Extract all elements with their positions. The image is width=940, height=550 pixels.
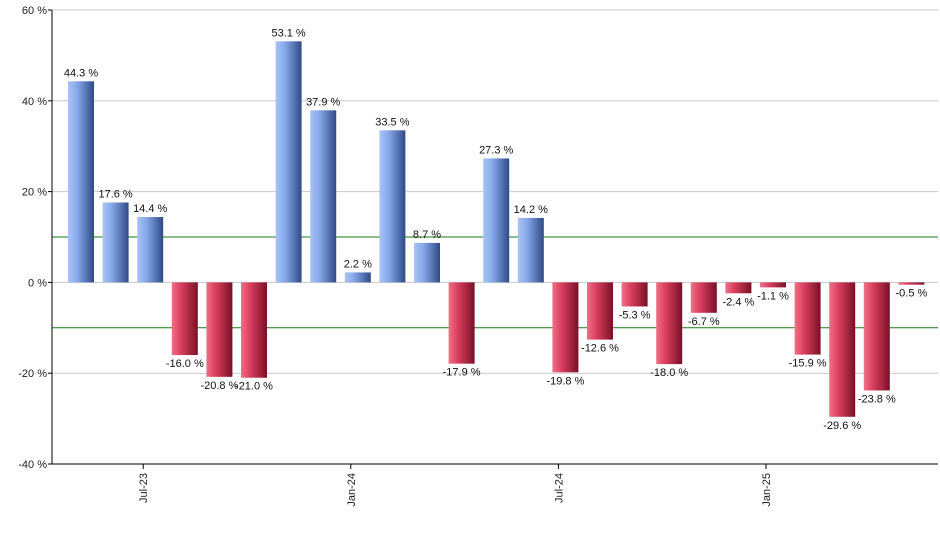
y-tick-label: 20 %	[22, 187, 47, 199]
bar	[414, 242, 440, 283]
data-label: -29.6 %	[823, 420, 861, 432]
bar	[517, 217, 544, 283]
bar	[241, 282, 267, 378]
bar	[552, 282, 579, 373]
bar	[448, 282, 475, 364]
data-label: 14.4 %	[133, 203, 167, 215]
bar	[206, 282, 233, 377]
data-label: -2.4 %	[723, 296, 755, 308]
bar	[587, 282, 613, 340]
data-label: -15.9 %	[789, 358, 827, 370]
data-label: -20.8 %	[200, 380, 238, 392]
data-label: -0.5 %	[896, 288, 928, 300]
data-label: -12.6 %	[581, 343, 619, 355]
bar	[725, 282, 752, 294]
data-label: -16.0 %	[166, 358, 204, 370]
bar	[863, 282, 890, 391]
bar	[379, 130, 406, 283]
data-label: -6.7 %	[688, 316, 720, 328]
data-label: -5.3 %	[619, 309, 651, 321]
data-label: 33.5 %	[375, 116, 409, 128]
bar	[690, 282, 717, 313]
y-tick-label: 60 %	[22, 5, 47, 17]
x-tick-label: Jul-23	[138, 473, 150, 503]
bar	[102, 202, 129, 283]
bar	[760, 282, 786, 288]
bar	[275, 41, 302, 283]
data-label: -17.9 %	[443, 367, 481, 379]
bars	[68, 41, 925, 417]
y-tick-label: -40 %	[18, 459, 47, 471]
bar	[310, 110, 337, 283]
bar	[829, 282, 856, 417]
bar	[483, 158, 510, 283]
x-tick-label: Jan-24	[346, 473, 358, 507]
bar	[68, 81, 94, 283]
bar	[171, 282, 198, 356]
data-labels: 44.3 % 17.6 %14.4 % -16.0 % -20.8 %-21.0 % 5…	[64, 27, 928, 431]
bar	[137, 217, 164, 283]
bar	[656, 282, 683, 365]
data-label: 2.2 %	[344, 258, 372, 270]
y-tick-label: 0 %	[28, 277, 47, 289]
data-label: -19.8 %	[546, 375, 584, 387]
bar	[898, 282, 925, 285]
y-tick-label: -20 %	[18, 368, 47, 380]
data-label: 53.1 %	[271, 27, 305, 39]
bar	[621, 282, 648, 307]
data-label: -18.0 %	[650, 367, 688, 379]
x-tick-label: Jul-24	[553, 473, 565, 503]
data-label: 37.9 %	[306, 96, 340, 108]
bar	[794, 282, 821, 355]
data-label: -23.8 %	[858, 393, 896, 405]
data-label: 8.7 %	[413, 229, 441, 241]
data-label: -21.0 %	[235, 381, 273, 393]
data-label: 14.2 %	[514, 204, 548, 216]
axes: -40 % -20 % 0 % 20 % 40 % 60 % Jul-23 Jan-24 Jul…	[18, 5, 938, 507]
data-label: 44.3 %	[64, 67, 98, 79]
data-label: 17.6 %	[98, 188, 132, 200]
data-label: -1.1 %	[757, 290, 789, 302]
x-tick-label: Jan-25	[761, 473, 773, 507]
y-tick-label: 40 %	[22, 96, 47, 108]
data-label: 27.3 %	[479, 144, 513, 156]
bar	[344, 272, 371, 283]
